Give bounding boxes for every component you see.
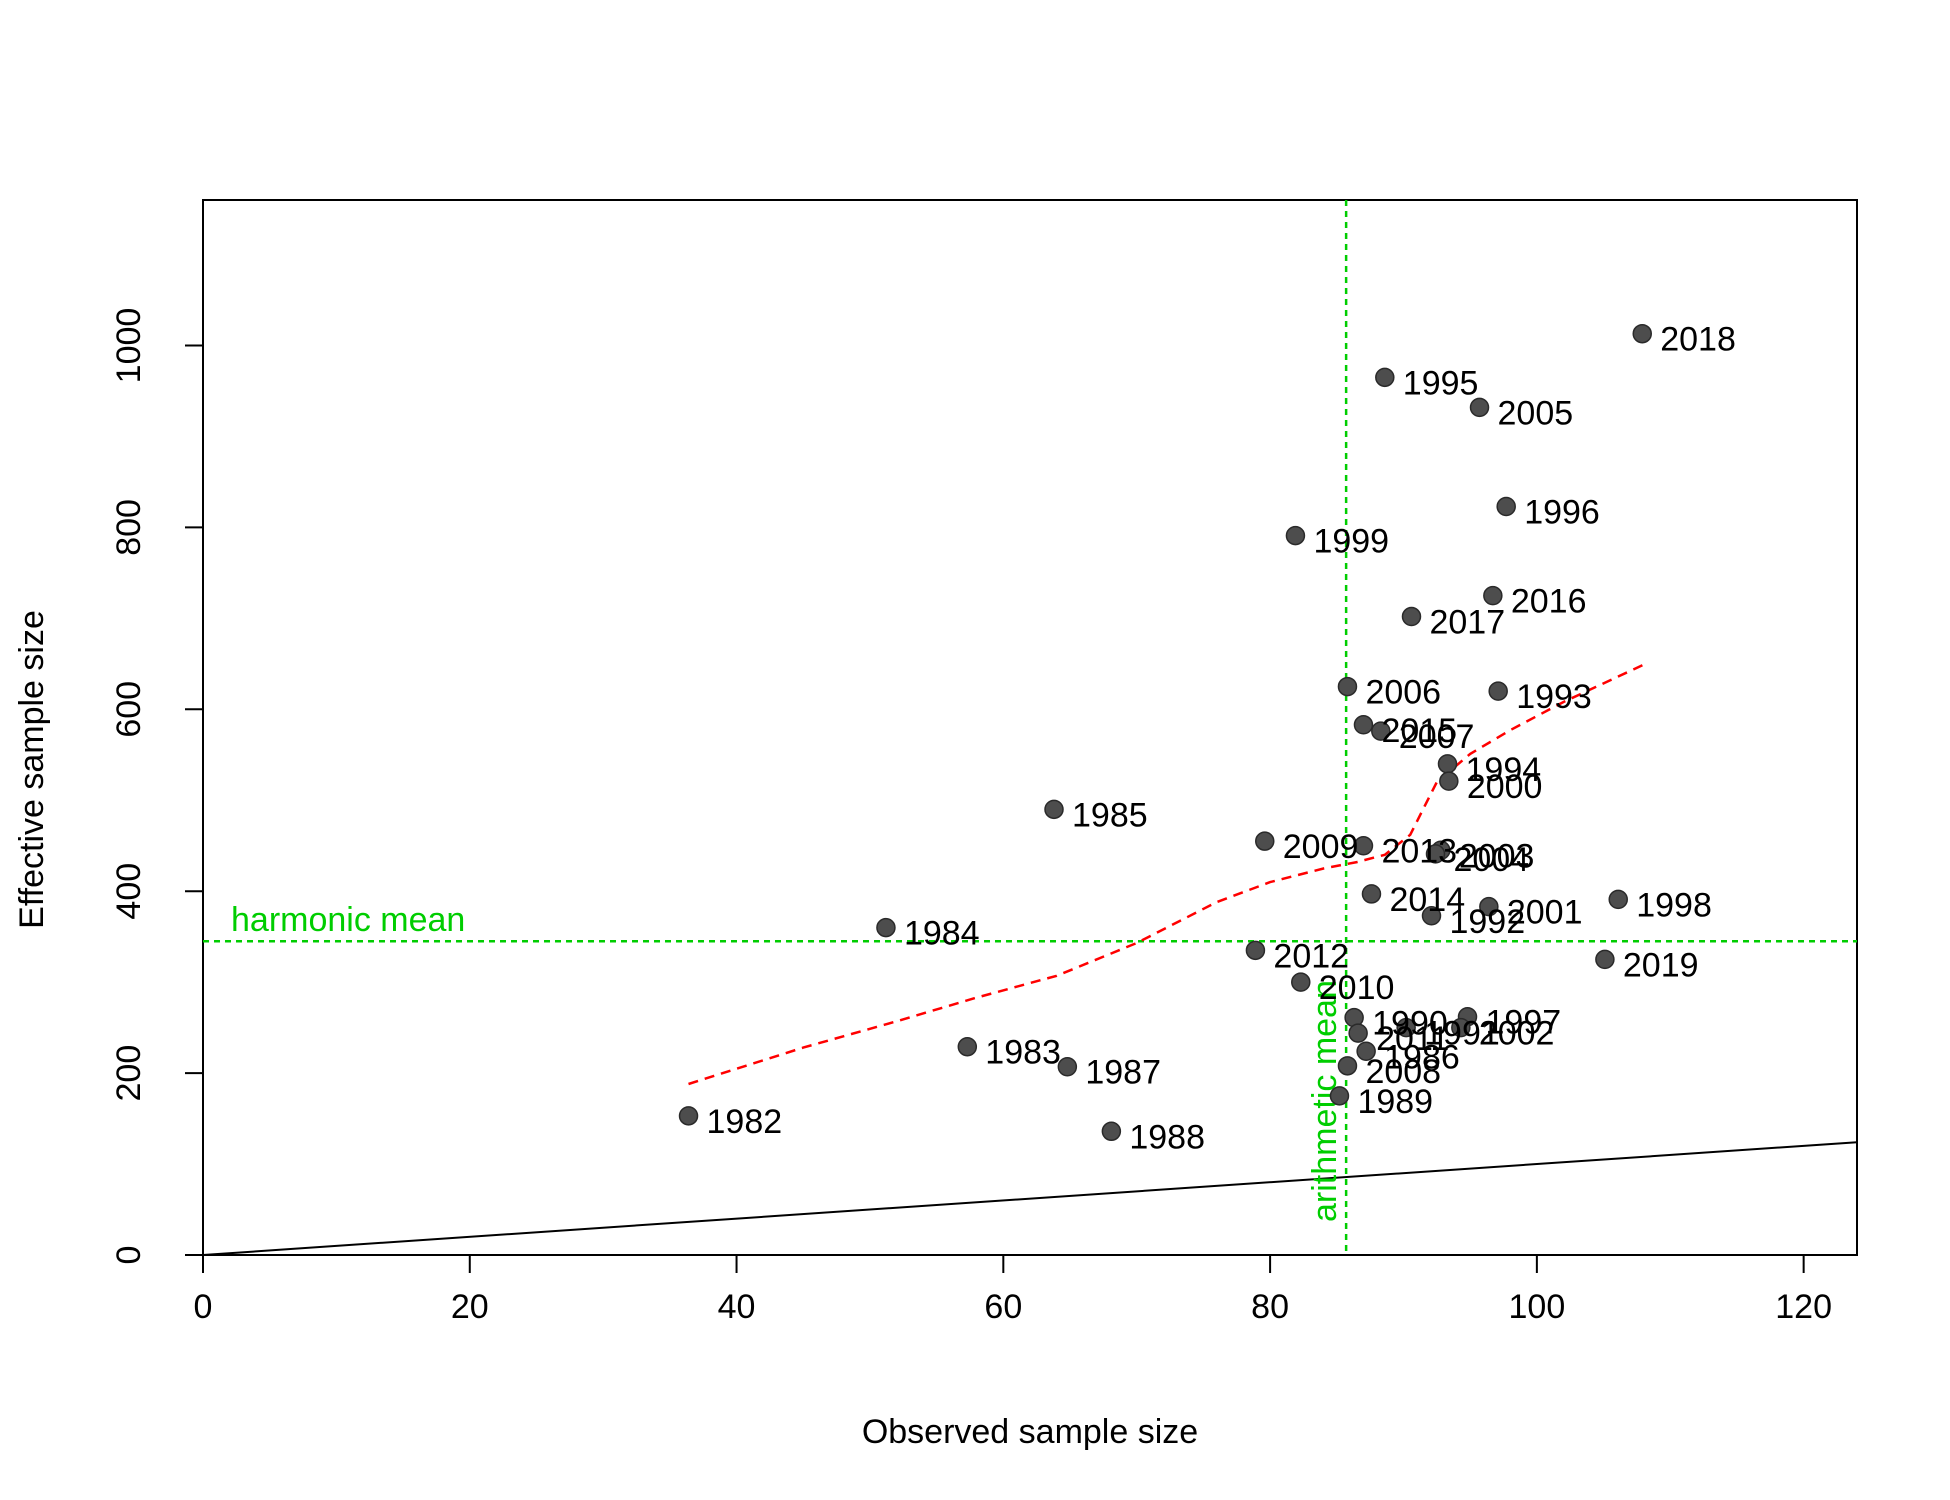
point-label-1999: 1999 bbox=[1313, 523, 1389, 561]
point-label-1998: 1998 bbox=[1636, 886, 1712, 924]
point-label-1990: 1990 bbox=[1372, 1005, 1448, 1043]
data-point-2006 bbox=[1337, 676, 1358, 697]
point-label-1993: 1993 bbox=[1516, 678, 1592, 716]
data-point-1985 bbox=[1044, 799, 1064, 820]
x-tick-label: 20 bbox=[451, 1288, 489, 1326]
data-point-1991 bbox=[1396, 1017, 1416, 1038]
data-point-1986 bbox=[1356, 1041, 1376, 1062]
point-label-1983: 1983 bbox=[985, 1034, 1061, 1072]
data-point-1982 bbox=[678, 1106, 699, 1126]
point-label-1987: 1987 bbox=[1085, 1054, 1161, 1092]
x-tick-label: 100 bbox=[1509, 1288, 1566, 1326]
point-label-2003: 2003 bbox=[1459, 837, 1535, 875]
point-label-2001: 2001 bbox=[1507, 894, 1583, 932]
x-tick-label: 120 bbox=[1775, 1288, 1832, 1326]
data-point-2012 bbox=[1245, 940, 1266, 961]
point-label-1994: 1994 bbox=[1466, 751, 1542, 789]
data-point-2016 bbox=[1483, 585, 1503, 606]
data-point-2004 bbox=[1425, 844, 1446, 864]
point-label-2012: 2012 bbox=[1273, 937, 1349, 975]
data-point-2014 bbox=[1361, 884, 1382, 904]
point-label-1991: 1991 bbox=[1424, 1015, 1500, 1053]
point-label-2017: 2017 bbox=[1429, 604, 1505, 642]
point-label-2009: 2009 bbox=[1283, 828, 1359, 866]
y-tick-label: 0 bbox=[110, 1246, 148, 1265]
data-point-1983 bbox=[957, 1036, 978, 1057]
y-tick-label: 1000 bbox=[110, 308, 148, 384]
y-tick-label: 200 bbox=[110, 1045, 148, 1102]
data-point-2001 bbox=[1479, 896, 1499, 917]
data-point-2008 bbox=[1337, 1056, 1358, 1076]
x-tick-label: 0 bbox=[194, 1288, 213, 1326]
data-point-2000 bbox=[1439, 771, 1459, 791]
y-axis-title: Effective sample size bbox=[13, 610, 51, 929]
data-point-2017 bbox=[1401, 606, 1422, 627]
harmonic-mean-label: harmonic mean bbox=[231, 901, 465, 939]
point-label-2011: 2011 bbox=[1376, 1020, 1449, 1058]
point-label-2015: 2015 bbox=[1381, 712, 1457, 750]
smoother-layer bbox=[688, 663, 1645, 1086]
data-point-2010 bbox=[1291, 972, 1311, 992]
smoother-line bbox=[688, 663, 1645, 1086]
point-label-1996: 1996 bbox=[1524, 493, 1600, 531]
point-label-1985: 1985 bbox=[1072, 796, 1148, 834]
data-point-1992 bbox=[1421, 906, 1442, 926]
data-point-1993 bbox=[1488, 681, 1508, 701]
point-label-2002: 2002 bbox=[1479, 1015, 1555, 1053]
data-point-2005 bbox=[1469, 397, 1490, 418]
point-label-2005: 2005 bbox=[1498, 394, 1574, 432]
data-point-1988 bbox=[1101, 1121, 1122, 1142]
point-label-2016: 2016 bbox=[1511, 583, 1587, 621]
data-point-2018 bbox=[1632, 323, 1652, 344]
point-labels-layer: 1982 1983 1984 1985 1986 1987 1988 1989 19901991… bbox=[707, 321, 1736, 1157]
data-point-1984 bbox=[876, 917, 896, 938]
y-tick-label: 600 bbox=[110, 681, 148, 738]
x-tick-label: 80 bbox=[1251, 1288, 1289, 1326]
data-point-1998 bbox=[1608, 889, 1628, 910]
data-point-2019 bbox=[1595, 949, 1615, 970]
points-layer bbox=[678, 323, 1652, 1142]
data-point-1989 bbox=[1329, 1086, 1350, 1106]
point-label-2006: 2006 bbox=[1365, 674, 1441, 712]
point-label-2004: 2004 bbox=[1453, 841, 1529, 879]
point-label-2018: 2018 bbox=[1660, 321, 1736, 359]
point-label-2014: 2014 bbox=[1389, 881, 1465, 919]
x-tick-label: 40 bbox=[718, 1288, 756, 1326]
data-point-2015 bbox=[1353, 715, 1374, 735]
plot-frame bbox=[202, 199, 1858, 1256]
data-point-1999 bbox=[1285, 525, 1306, 546]
data-point-1995 bbox=[1375, 367, 1395, 388]
data-point-1994 bbox=[1437, 754, 1458, 774]
data-point-2009 bbox=[1255, 831, 1275, 851]
point-label-1982: 1982 bbox=[707, 1103, 783, 1141]
point-label-1997: 1997 bbox=[1486, 1004, 1562, 1042]
x-tick-label: 60 bbox=[984, 1288, 1022, 1326]
point-label-2019: 2019 bbox=[1623, 946, 1699, 984]
y-tick-label: 800 bbox=[110, 499, 148, 556]
data-point-2013 bbox=[1353, 835, 1374, 856]
point-label-1988: 1988 bbox=[1129, 1118, 1205, 1156]
identity-line bbox=[202, 1141, 1858, 1256]
point-label-2008: 2008 bbox=[1365, 1053, 1441, 1091]
data-point-2011 bbox=[1348, 1023, 1368, 1043]
point-label-2000: 2000 bbox=[1467, 768, 1543, 806]
x-axis-title: Observed sample size bbox=[862, 1413, 1198, 1451]
point-label-1984: 1984 bbox=[904, 915, 980, 953]
y-tick-label: 400 bbox=[110, 863, 148, 920]
data-point-2007 bbox=[1371, 721, 1391, 741]
point-label-1995: 1995 bbox=[1403, 364, 1479, 402]
point-label-1989: 1989 bbox=[1357, 1083, 1433, 1121]
point-label-1992: 1992 bbox=[1449, 903, 1525, 941]
point-label-2010: 2010 bbox=[1319, 969, 1395, 1007]
point-label-2007: 2007 bbox=[1399, 718, 1475, 756]
point-label-2013: 2013 bbox=[1381, 833, 1457, 871]
data-point-1996 bbox=[1496, 496, 1516, 517]
axes-layer: 0 20 40 60 80 100 120 0 200 400 600 800 1000 bbox=[110, 199, 1858, 1326]
point-label-1986: 1986 bbox=[1384, 1038, 1460, 1076]
data-point-1987 bbox=[1057, 1056, 1078, 1077]
data-point-2002 bbox=[1451, 1017, 1471, 1038]
